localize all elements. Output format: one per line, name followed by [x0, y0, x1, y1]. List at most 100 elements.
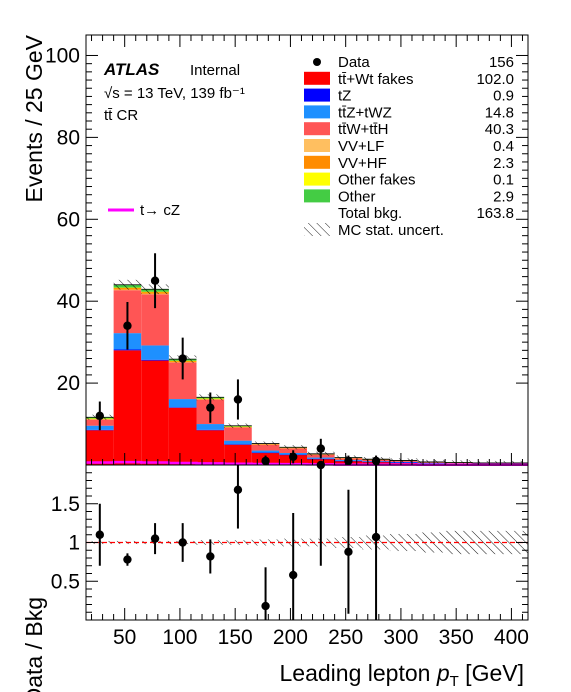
ratio-points	[95, 460, 381, 620]
legend-yield-data: 156	[489, 54, 514, 71]
legend-swatch-4	[304, 139, 330, 152]
bkg-bar-0-0	[86, 430, 114, 465]
y-tick-label-20: 20	[57, 372, 80, 395]
ratio-axis-ticks: 0.5 1 1.5 50 100 150 200 250 300 350 400	[51, 472, 529, 649]
ratio-uncert-5	[224, 540, 252, 545]
data-point-1	[123, 321, 132, 330]
y-axis-title: Events / 25 GeV	[21, 34, 47, 202]
data-point-8	[316, 444, 326, 453]
legend-label-0: tt̄+Wt fakes	[338, 71, 413, 88]
ratio-point-6	[261, 601, 270, 611]
bkg-bar-2-2	[141, 345, 169, 360]
atlas-label: ATLAS	[103, 60, 160, 79]
x-tick-label-300: 300	[383, 626, 418, 649]
x-tick-label-100: 100	[162, 626, 197, 649]
legend-yield-7: 2.9	[493, 188, 514, 205]
legend-swatch-0	[304, 71, 330, 85]
bkg-bar-0-3	[168, 407, 197, 465]
legend-yield-2: 14.8	[485, 104, 514, 121]
bkg-bar-0-1	[113, 350, 142, 465]
bkg-bar-3-5	[224, 427, 252, 441]
data-point-3	[178, 354, 187, 363]
data-point-7	[288, 452, 298, 462]
uncert-band-11	[389, 458, 418, 463]
bkg-bar-1-6	[251, 452, 280, 454]
bkg-bar-0-5	[224, 444, 252, 465]
uncert-band-13	[445, 460, 473, 465]
y-tick-label-60: 60	[57, 208, 80, 231]
bkg-bar-1-1	[113, 349, 142, 351]
ratio-point-1	[123, 555, 132, 564]
bkg-bar-1-2	[141, 359, 169, 361]
bkg-bar-1-11	[389, 462, 418, 464]
x-tick-label-400: 400	[494, 626, 529, 649]
legend-swatch-7	[304, 189, 330, 203]
atlas-status: Internal	[190, 62, 240, 79]
legend-swatch-uncert	[304, 223, 330, 236]
legend-label-data: Data	[338, 54, 370, 71]
uncert-band-15	[500, 460, 528, 465]
legend-swatch-6	[304, 172, 330, 186]
ratio-y-tick-label-1.5: 1.5	[51, 493, 80, 516]
uncert-band-6	[251, 441, 280, 446]
ratio-y-tick-label-0.5: 0.5	[51, 570, 80, 593]
legend-swatch-5	[304, 155, 330, 169]
legend-swatch-1	[304, 88, 330, 102]
legend-swatch-3	[304, 122, 330, 136]
legend-label-7: Other	[338, 188, 376, 205]
data-point-10	[371, 456, 381, 466]
ratio-y-axis-title: Data / Bkg	[21, 597, 47, 692]
main-axis-ticks: 20 40 60 80 100	[45, 35, 528, 465]
data-point-9	[344, 456, 353, 466]
legend-yield-5: 2.3	[493, 155, 514, 172]
data-point-5	[233, 395, 243, 404]
legend-yield-6: 0.1	[493, 172, 514, 189]
bkg-bar-2-3	[168, 399, 197, 408]
ratio-uncert-11	[389, 533, 418, 552]
x-axis-title-unit: pT [GeV]	[436, 660, 524, 690]
legend-label-1: tZ	[338, 88, 351, 105]
x-axis-title-rest: [GeV]	[459, 660, 524, 686]
legend-label-4: VV+LF	[338, 138, 384, 155]
energy-lumi-label: √s = 13 TeV, 139 fb⁻¹	[104, 85, 245, 102]
legend-label-2: tt̄Z+tWZ	[338, 104, 392, 121]
ratio-point-10	[371, 532, 381, 542]
bkg-bar-1-3	[168, 407, 197, 408]
x-axis-title-subscript: T	[450, 673, 459, 690]
uncert-band-1	[113, 279, 142, 290]
uncert-band-14	[472, 460, 501, 465]
ratio-point-0	[95, 530, 105, 539]
y-tick-label-40: 40	[57, 290, 80, 313]
ratio-point-5	[233, 485, 243, 494]
bkg-bar-0-4	[196, 430, 225, 465]
legend-yield-1: 0.9	[493, 88, 514, 105]
data-point-0	[95, 411, 105, 421]
data-point-6	[261, 456, 270, 466]
legend-yield-4: 0.4	[493, 138, 514, 155]
ratio-point-2	[150, 534, 160, 543]
x-axis-title-p: p	[436, 660, 450, 686]
x-axis-title: Leading lepton pT [GeV]	[280, 660, 524, 690]
signal-legend: t→ cZ	[108, 202, 180, 219]
uncert-band-7	[279, 445, 307, 450]
ratio-point-3	[178, 538, 187, 547]
bkg-bar-4-1	[113, 289, 142, 291]
bkg-bar-2-4	[196, 424, 225, 430]
y-tick-label-100: 100	[45, 44, 80, 67]
legend-label-uncert: MC stat. uncert.	[338, 222, 444, 239]
legend-yield-total: 163.8	[476, 205, 514, 222]
bkg-bar-0-2	[141, 360, 169, 465]
legend-label-6: Other fakes	[338, 172, 416, 189]
bkg-bar-1-8	[307, 458, 335, 460]
uncert-band-12	[417, 459, 446, 464]
ratio-point-4	[206, 552, 215, 561]
legend-yield-3: 40.3	[485, 121, 514, 138]
y-tick-label-80: 80	[57, 126, 80, 149]
x-tick-label-150: 150	[218, 626, 253, 649]
legend-yield-0: 102.0	[476, 71, 514, 88]
data-point-4	[206, 403, 215, 412]
x-axis-title-main: Leading lepton	[280, 660, 437, 686]
region-label: tt̄ CR	[104, 107, 138, 124]
legend-swatch-data	[313, 58, 321, 66]
